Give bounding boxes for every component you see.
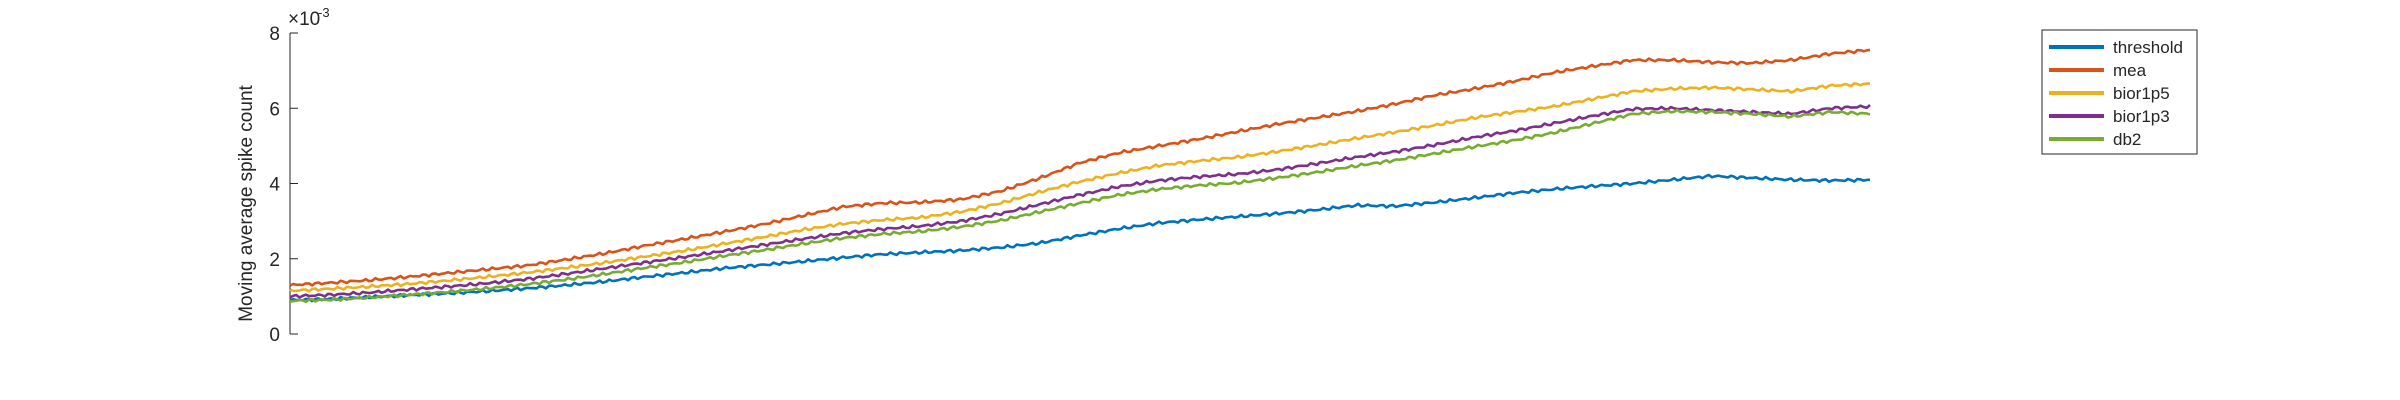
y-tick-label: 6 — [269, 99, 280, 120]
y-tick-label: 0 — [269, 325, 280, 346]
legend-label: db2 — [2113, 130, 2141, 149]
legend-label: mea — [2113, 61, 2147, 80]
series-line-mea — [289, 48, 1871, 287]
legend-label: bior1p5 — [2113, 84, 2170, 103]
series-group — [289, 48, 1871, 304]
series-line-db2 — [289, 108, 1871, 304]
y-tick-label: 4 — [269, 175, 280, 196]
series-line-bior1p3 — [289, 104, 1871, 299]
y-axis: 0 2 4 6 8 ×10 -3 Moving average spike count — [236, 5, 330, 346]
legend: threshold mea bior1p5 bior1p3 db2 — [2041, 29, 2198, 155]
y-ticks: 0 2 4 6 8 — [269, 24, 298, 346]
legend-label: threshold — [2113, 38, 2183, 57]
y-axis-exponent-base: ×10 — [288, 9, 320, 30]
y-axis-exponent-power: -3 — [318, 5, 330, 20]
series-line-bior1p5 — [289, 82, 1871, 293]
y-tick-label: 8 — [269, 24, 280, 45]
y-axis-label: Moving average spike count — [236, 84, 257, 321]
series-line-threshold — [289, 173, 1871, 303]
legend-label: bior1p3 — [2113, 107, 2170, 126]
y-tick-label: 2 — [269, 250, 280, 271]
